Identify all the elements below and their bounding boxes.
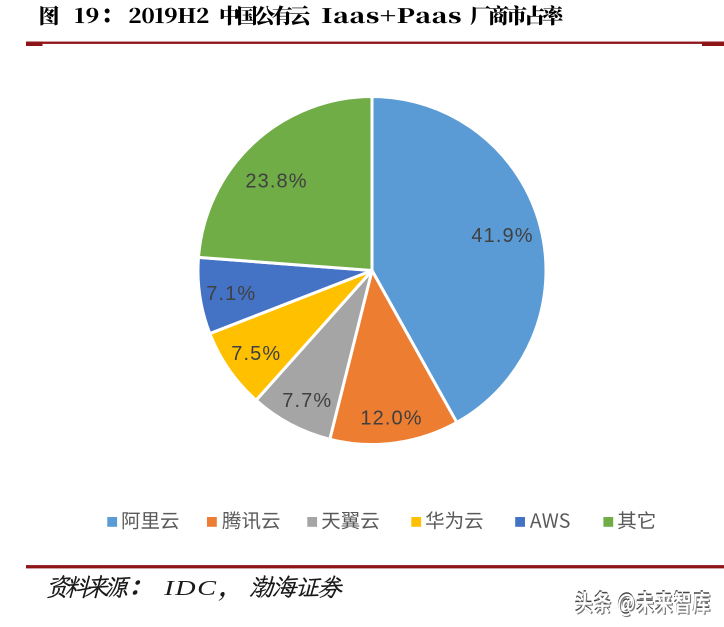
svg-text:7.1%: 7.1% (206, 283, 256, 305)
svg-text:7.5%: 7.5% (231, 343, 281, 365)
svg-text:12.0%: 12.0% (360, 407, 422, 429)
svg-text:7.7%: 7.7% (282, 390, 332, 412)
svg-text:41.9%: 41.9% (471, 225, 533, 247)
svg-text:IDC: IDC (163, 577, 217, 600)
svg-text:23.8%: 23.8% (245, 170, 307, 192)
